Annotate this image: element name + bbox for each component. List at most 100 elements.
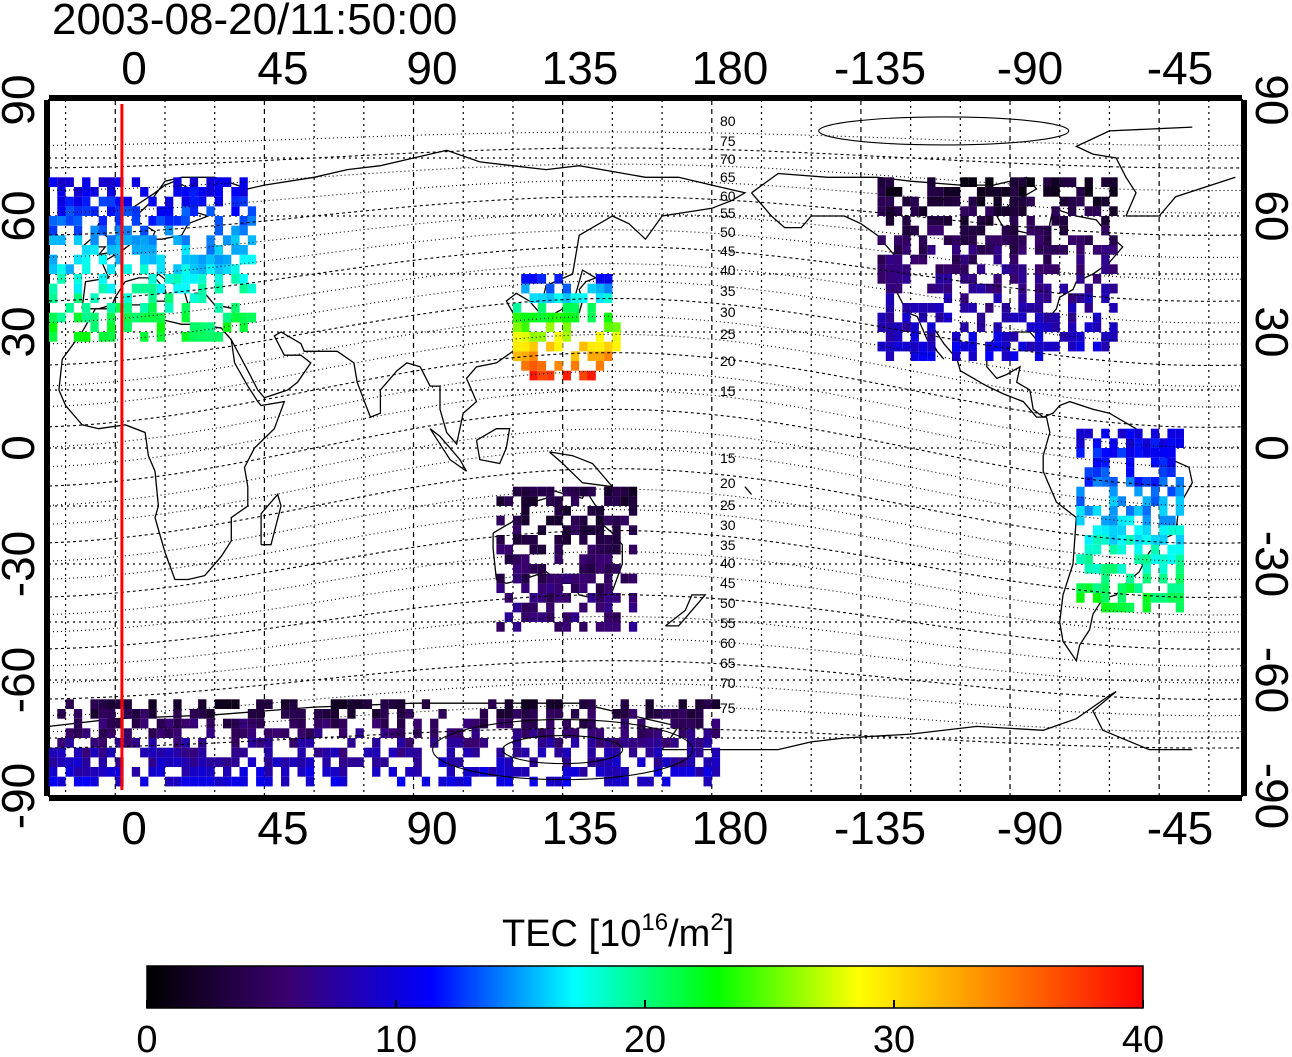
- tec-cell: [1076, 448, 1085, 458]
- tec-cell: [711, 728, 721, 738]
- tec-cell: [1117, 496, 1126, 506]
- tec-cell: [339, 718, 348, 729]
- contour-label: 35: [720, 283, 736, 299]
- tec-cell: [148, 254, 157, 265]
- tec-cell: [537, 747, 547, 758]
- tec-cell: [918, 351, 928, 361]
- tec-cell: [455, 776, 464, 787]
- tec-cell: [115, 303, 124, 313]
- tec-cell: [562, 757, 571, 767]
- tec-cell: [595, 274, 605, 284]
- tec-cell: [529, 776, 538, 787]
- tec-cell: [156, 747, 165, 758]
- tec-cell: [82, 332, 91, 342]
- tec-cell: [115, 206, 124, 216]
- tec-cell: [976, 196, 986, 207]
- tec-cell: [189, 776, 199, 787]
- tec-cell: [1076, 235, 1085, 245]
- tec-cell: [148, 196, 157, 207]
- tec-cell: [98, 216, 107, 226]
- tec-cell: [894, 283, 903, 294]
- contour-ring-north: [818, 116, 1070, 146]
- tec-cell: [239, 225, 248, 236]
- tec-cell: [206, 709, 215, 719]
- tec-cell: [910, 332, 919, 342]
- tec-cell: [1018, 274, 1027, 284]
- tec-cell: [960, 206, 969, 216]
- tec-cell: [612, 515, 621, 526]
- tec-cell: [347, 757, 356, 767]
- contour-line: [48, 682, 1243, 717]
- tec-cell: [140, 264, 149, 274]
- tec-cell: [703, 776, 712, 787]
- tec-cell: [181, 747, 190, 758]
- tec-cell: [107, 718, 116, 729]
- tec-cell: [397, 776, 406, 787]
- tec-cell: [1142, 448, 1151, 458]
- x-tick-label: 180: [692, 42, 769, 94]
- tec-cell: [1051, 216, 1060, 226]
- tec-cell: [894, 206, 903, 216]
- tec-cell: [1109, 283, 1118, 294]
- tec-cell: [1051, 322, 1060, 332]
- tec-cell: [339, 699, 348, 709]
- tec-cell: [173, 235, 182, 245]
- tec-cell: [1092, 506, 1102, 516]
- tec-cell: [1084, 322, 1093, 332]
- tec-cell: [546, 709, 555, 719]
- tec-cell: [189, 264, 199, 274]
- tec-cell: [1076, 187, 1085, 197]
- tec-cell: [82, 747, 91, 758]
- tec-cell: [1076, 496, 1085, 506]
- tec-cell: [512, 515, 522, 526]
- tec-cell: [107, 206, 116, 216]
- y-tick-label: -90: [1246, 763, 1292, 829]
- tec-cell: [1051, 177, 1060, 187]
- tec-cell: [1068, 196, 1077, 207]
- tec-cell: [985, 245, 994, 255]
- y-tick-label: 90: [1246, 74, 1292, 125]
- tec-cell: [405, 767, 414, 777]
- tec-cell: [570, 486, 580, 497]
- tec-cell: [885, 351, 895, 361]
- tec-cell: [587, 351, 596, 361]
- tec-cell: [140, 747, 149, 758]
- tec-cell: [579, 602, 588, 613]
- tec-cell: [894, 332, 903, 342]
- tec-cell: [446, 757, 455, 767]
- tec-cell: [181, 206, 190, 216]
- tec-cell: [562, 622, 571, 632]
- tec-cell: [1150, 477, 1160, 487]
- tec-cell: [1043, 341, 1052, 352]
- tec-cell: [123, 322, 132, 332]
- tec-cell: [612, 776, 621, 787]
- tec-cell: [496, 776, 505, 787]
- tec-cell: [885, 254, 895, 265]
- contour-line: [48, 488, 1243, 563]
- tec-cell: [181, 767, 190, 777]
- tec-cell: [512, 573, 522, 584]
- tec-cell: [1051, 312, 1060, 323]
- tec-cell: [512, 322, 522, 332]
- tec-cell: [521, 554, 530, 564]
- tec-cell: [107, 767, 116, 777]
- tec-cell: [1101, 593, 1110, 603]
- tec-cell: [181, 718, 190, 729]
- tec-cell: [595, 554, 605, 564]
- tec-cell: [595, 767, 605, 777]
- tec-cell: [239, 187, 248, 197]
- tec-cell: [587, 312, 596, 323]
- tec-cell: [570, 767, 580, 777]
- tec-cell: [140, 303, 149, 313]
- tec-cell: [107, 235, 116, 245]
- tec-cell: [546, 515, 555, 526]
- tec-cell: [1150, 486, 1160, 497]
- tec-cell: [173, 776, 182, 787]
- tec-cell: [289, 718, 298, 729]
- tec-cell: [579, 554, 588, 564]
- tec-cell: [123, 225, 132, 236]
- tec-cell: [604, 738, 613, 748]
- tec-cell: [165, 747, 174, 758]
- contour-label: 25: [720, 326, 736, 342]
- tec-cell: [281, 757, 290, 767]
